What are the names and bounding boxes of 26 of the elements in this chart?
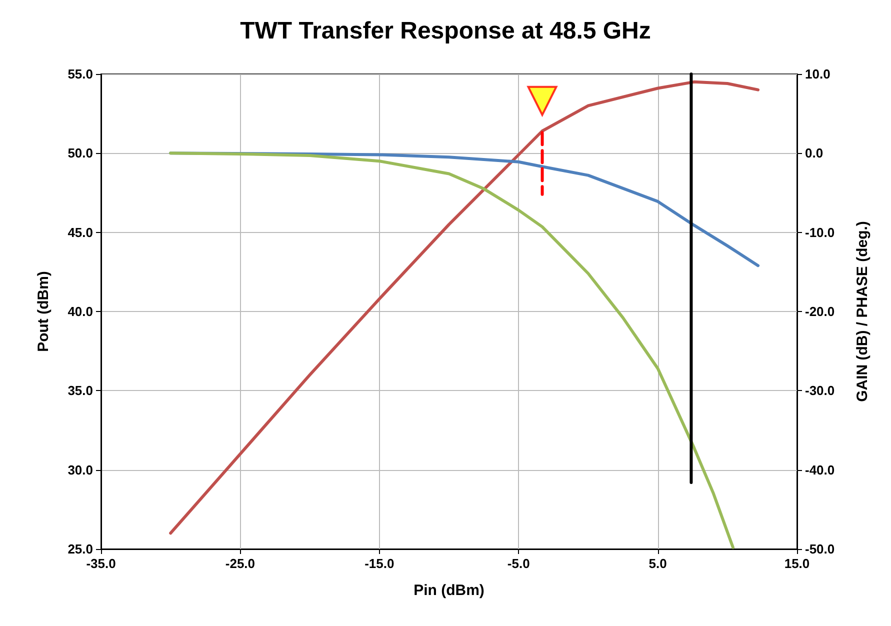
y-tick-label: 25.0	[68, 542, 93, 556]
y2-tick-label: -20.0	[805, 304, 835, 319]
y2-axis-title: GAIN (dB) / PHASE (deg.)	[854, 221, 871, 402]
y2-tick-label: -30.0	[805, 383, 835, 398]
x-axis-title: Pin (dBm)	[414, 582, 484, 599]
y2-tick-label: 0.0	[805, 146, 824, 161]
y-axis-title: Pout (dBm)	[35, 271, 52, 352]
y-tick-label: 30.0	[68, 462, 93, 478]
y2-tick-label: -10.0	[805, 224, 835, 240]
y-tick-label: 50.0	[68, 146, 93, 161]
line-series	[169, 80, 760, 535]
y-tick-label: 35.0	[68, 383, 93, 398]
y2-tick-label: -50.0	[805, 542, 835, 556]
chart-title: TWT Transfer Response at 48.5 GHz	[240, 18, 651, 44]
line-series	[169, 152, 734, 549]
x-tick-label: -35.0	[86, 556, 116, 571]
x-tick-label: 5.0	[648, 556, 667, 571]
y-tick-label: 45.0	[68, 224, 93, 240]
y2-tick-label: -40.0	[805, 462, 835, 478]
x-tick-label: -25.0	[225, 556, 256, 571]
y2-tick-label: 10.0	[805, 66, 830, 82]
x-tick-label: -15.0	[364, 556, 394, 571]
x-tick-label: 15.0	[784, 556, 810, 571]
y-tick-label: 55.0	[68, 66, 93, 82]
y-tick-label: 40.0	[68, 304, 93, 319]
x-tick-label: -5.0	[507, 556, 530, 571]
